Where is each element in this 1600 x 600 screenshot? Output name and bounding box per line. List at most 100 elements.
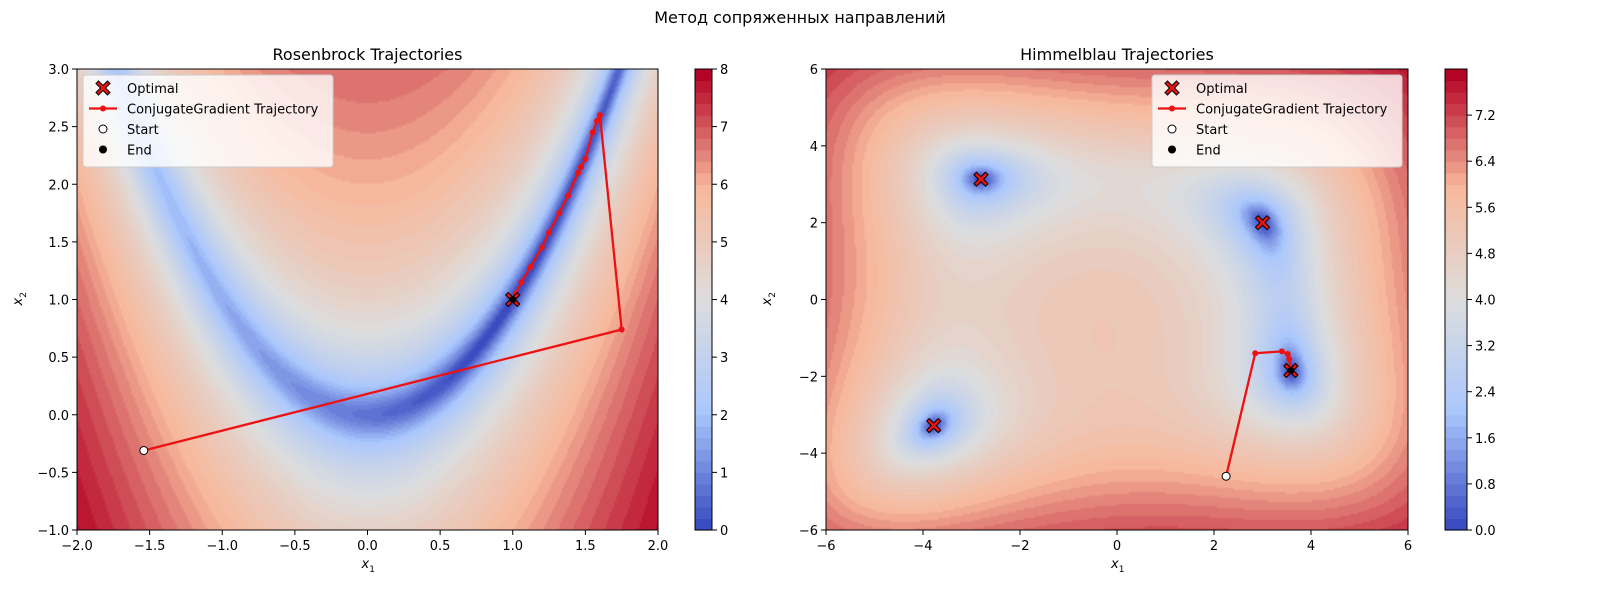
colorbar-tick-label: 6.4	[1475, 155, 1496, 170]
colorbar-band	[695, 69, 712, 82]
x-tick-label: −4	[913, 539, 932, 554]
colorbar-tick-label: 4.8	[1475, 247, 1496, 262]
legend: Optimal ConjugateGradient Trajectory Start…	[1151, 74, 1403, 168]
colorbar-band	[695, 414, 712, 427]
legend-optimal-icon	[1164, 80, 1180, 96]
colorbar-band	[1445, 403, 1467, 416]
optimal-marker	[1254, 214, 1271, 231]
colorbar-band	[1445, 115, 1467, 128]
colorbar-band	[695, 115, 712, 128]
legend-end-icon	[1168, 145, 1176, 154]
colorbar-band	[1445, 69, 1467, 82]
colorbar-band	[1445, 149, 1467, 162]
legend-label: ConjugateGradient Trajectory	[1196, 103, 1388, 118]
colorbar-band	[695, 334, 712, 347]
colorbar-tick-label: 3	[720, 351, 728, 366]
colorbar-band	[1445, 287, 1467, 301]
y-tick-label: 1.5	[48, 236, 69, 251]
optimal-marker	[973, 171, 989, 187]
colorbar-band	[695, 299, 712, 312]
trajectory-point	[556, 210, 563, 217]
colorbar-band	[695, 161, 712, 174]
x-tick-label: −0.5	[279, 539, 311, 554]
trajectory-point	[575, 169, 582, 176]
colorbar-band	[1445, 322, 1467, 335]
y-tick-label: 2.0	[48, 178, 69, 193]
colorbar-band	[1445, 483, 1467, 497]
colorbar-band	[1445, 345, 1467, 358]
colorbar-band	[695, 184, 712, 197]
colorbar-tick-label: 5.6	[1475, 201, 1496, 216]
y-axis-label: x2	[11, 292, 29, 306]
figure-suptitle: Метод сопряженных направлений	[654, 8, 946, 27]
colorbar-band	[1445, 391, 1467, 404]
legend-box	[1151, 74, 1403, 168]
y-tick-label: −1.0	[37, 524, 69, 539]
legend-optimal-icon	[95, 80, 111, 96]
colorbar-band	[695, 345, 712, 358]
colorbar-tick-label: 1	[720, 466, 728, 481]
colorbar-band	[695, 449, 712, 462]
legend-end-icon	[99, 145, 107, 154]
legend-trajectory-dot	[1169, 105, 1175, 112]
colorbar-band	[1445, 506, 1467, 520]
colorbar-band	[1445, 380, 1467, 393]
colorbar-band	[695, 80, 712, 93]
trajectory-point	[582, 155, 589, 162]
colorbar-band	[1445, 518, 1467, 531]
colorbar-band	[695, 311, 712, 324]
x-tick-label: −2.0	[61, 539, 93, 554]
trajectory-point	[1252, 350, 1259, 357]
colorbar-band	[1445, 92, 1467, 105]
colorbar-band	[1445, 218, 1467, 231]
colorbar-tick-label: 8	[720, 63, 728, 78]
chart-title: Rosenbrock Trajectories	[273, 45, 463, 64]
y-tick-label: 0.0	[48, 409, 69, 424]
colorbar-band	[695, 195, 712, 208]
legend-trajectory-dot	[100, 105, 106, 112]
colorbar-band	[695, 368, 712, 381]
colorbar-band	[1445, 449, 1467, 462]
legend-label: End	[127, 144, 152, 159]
colorbar-band	[695, 403, 712, 416]
y-tick-label: −2	[799, 370, 818, 385]
colorbar-band	[695, 253, 712, 266]
trajectory-line	[143, 113, 623, 452]
colorbar-tick-label: 4.0	[1475, 294, 1496, 309]
x-axis-label: x1	[361, 557, 375, 575]
colorbar-band	[1445, 172, 1467, 185]
y-tick-label: 6	[810, 63, 818, 78]
colorbar-band	[695, 276, 712, 289]
end-marker	[1287, 366, 1295, 374]
legend-label: Optimal	[1196, 82, 1247, 97]
colorbar-tick-label: 2	[720, 409, 728, 424]
colorbar-band	[1445, 161, 1467, 174]
colorbar-tick-label: 6	[720, 178, 728, 193]
colorbar-band	[695, 357, 712, 370]
colorbar-band	[695, 495, 712, 508]
x-tick-label: −1.5	[134, 539, 166, 554]
trajectory-point	[589, 129, 596, 136]
colorbar-tick-label: 0.8	[1475, 478, 1496, 493]
trajectory-point	[1284, 351, 1291, 358]
colorbar-tick-label: 1.6	[1475, 432, 1496, 447]
y-tick-label: −4	[799, 447, 818, 462]
colorbar-tick-label: 0.0	[1475, 524, 1496, 539]
colorbar-band	[1445, 126, 1467, 139]
y-axis-label: x2	[760, 292, 778, 306]
colorbar-band	[695, 172, 712, 185]
x-axis-label: x1	[1110, 557, 1124, 575]
colorbar-band	[1445, 426, 1467, 439]
colorbar-tick-label: 7	[720, 121, 728, 136]
x-tick-label: 1.0	[502, 539, 523, 554]
colorbar-band	[1445, 230, 1467, 243]
colorbar-band	[1445, 311, 1467, 324]
colorbar-tick-label: 2.4	[1475, 386, 1496, 401]
trajectory-point	[596, 112, 603, 119]
optimal-marker	[926, 417, 942, 434]
trajectory-point	[1278, 348, 1285, 355]
colorbar-tick-label: 4	[720, 294, 728, 309]
colorbar-band	[1445, 357, 1467, 370]
start-marker	[139, 445, 149, 455]
